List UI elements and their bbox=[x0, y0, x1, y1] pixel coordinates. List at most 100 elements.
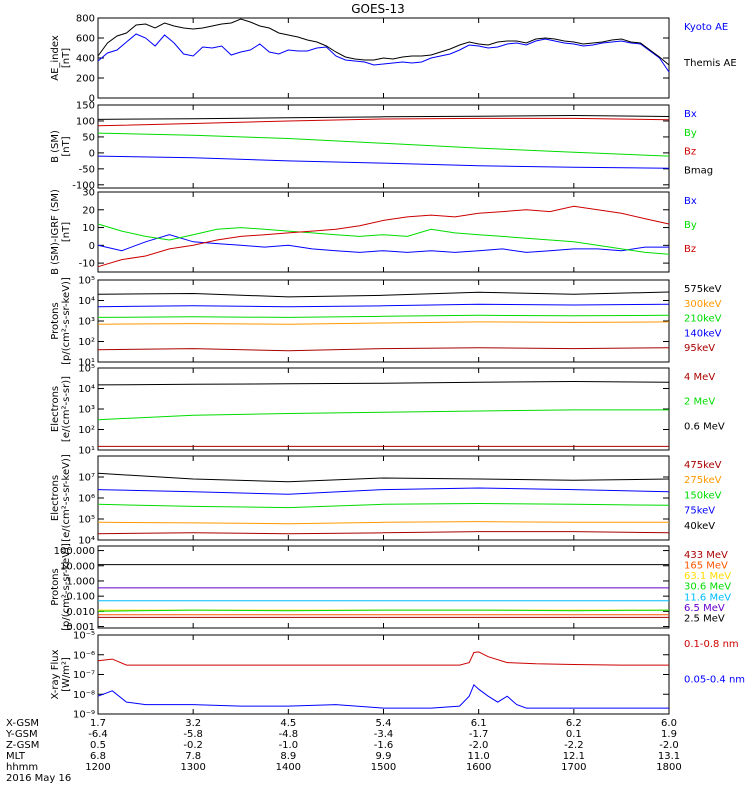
ephemeris-value: 4.5 bbox=[280, 718, 296, 729]
series-line bbox=[97, 132, 670, 157]
y-tick-label: -100 bbox=[72, 180, 95, 191]
ephemeris-row-label: X-GSM bbox=[6, 718, 39, 729]
panel-2: -10 0 10 20 30 B (SM)-IGRF (SM)[nT] Bx By Bz bbox=[50, 188, 697, 275]
y-tick-label: 0.010 bbox=[66, 607, 95, 618]
legend-entry: 40keV bbox=[684, 521, 715, 532]
legend-entry: 75keV bbox=[684, 506, 715, 517]
y-axis-label: Protons[p/(cm²-s-sr-keV)] bbox=[50, 543, 72, 631]
series-line bbox=[97, 314, 670, 318]
plot-frame bbox=[97, 104, 670, 189]
legend-entry: 140keV bbox=[684, 328, 722, 339]
ephemeris-value: -3.4 bbox=[374, 729, 394, 740]
y-tick-label: 200 bbox=[76, 74, 95, 85]
y-axis-label-line: Electrons bbox=[50, 386, 61, 432]
legend-entry: 2 MeV bbox=[684, 397, 715, 408]
series-line bbox=[97, 472, 670, 483]
y-axis-label-line: [W/m²] bbox=[61, 657, 72, 692]
y-axis-label-line: [nT] bbox=[61, 222, 72, 242]
legend-entry: 0.1-0.8 nm bbox=[684, 639, 739, 650]
ephemeris-value: -0.2 bbox=[183, 740, 203, 751]
y-tick-label: 100 bbox=[76, 116, 95, 127]
series-line bbox=[97, 33, 670, 73]
ephemeris-value: 13.1 bbox=[658, 751, 680, 762]
ephemeris-value: 0.5 bbox=[90, 740, 106, 751]
series-line bbox=[97, 291, 670, 298]
ephemeris-row-label: hhmm bbox=[6, 762, 38, 773]
y-tick-label: 20 bbox=[82, 205, 95, 216]
legend-entry: 433 MeV bbox=[684, 550, 728, 561]
series-line bbox=[97, 303, 670, 308]
y-axis-label-line: X-ray Flux bbox=[50, 649, 61, 699]
plot-frame bbox=[97, 634, 670, 715]
y-tick-label: 0.100 bbox=[66, 592, 95, 603]
ephemeris-value: 12.1 bbox=[563, 751, 585, 762]
y-tick-label: 0 bbox=[89, 94, 95, 105]
y-tick-label: 10⁶ bbox=[78, 494, 95, 505]
y-tick-label: 10⁻⁶ bbox=[73, 650, 95, 661]
ephemeris-value: 1700 bbox=[561, 762, 586, 773]
ephemeris-value: 3.2 bbox=[185, 718, 201, 729]
y-axis-label-line: B (SM)-IGRF (SM) bbox=[50, 189, 61, 275]
y-tick-label: 150 bbox=[76, 101, 95, 112]
legend-entry: 475keV bbox=[684, 460, 722, 471]
y-axis-label-line: Electrons bbox=[50, 475, 61, 521]
y-tick-label: 10² bbox=[78, 337, 95, 348]
legend-entry: 275keV bbox=[684, 475, 722, 486]
y-tick-label: 600 bbox=[76, 34, 95, 45]
legend-entry: Kyoto AE bbox=[684, 22, 728, 33]
legend-entry: Bx bbox=[684, 196, 697, 207]
panel-1: -100 -50 0 50 100 150 B (SM)[nT] Bx By Bz Bmag bbox=[50, 101, 713, 192]
y-tick-label: 10⁴ bbox=[78, 296, 95, 307]
ephemeris-value: -2.2 bbox=[564, 740, 584, 751]
ephemeris-value: 7.8 bbox=[185, 751, 201, 762]
panel-6: 0.0010.0100.1001.00010.000100.000Protons… bbox=[50, 543, 731, 633]
y-tick-label: 0 bbox=[89, 241, 95, 252]
y-axis-label: B (SM)-IGRF (SM)[nT] bbox=[50, 189, 72, 275]
ephemeris-value: -1.0 bbox=[279, 740, 299, 751]
y-tick-label: 10.000 bbox=[60, 561, 95, 572]
series-line bbox=[97, 117, 670, 127]
y-tick-label: 100.000 bbox=[54, 546, 95, 557]
y-tick-label: 0.001 bbox=[66, 622, 95, 633]
y-axis-label-line: Protons bbox=[50, 568, 61, 605]
y-tick-label: -50 bbox=[79, 164, 95, 175]
ephemeris-value: 1400 bbox=[276, 762, 301, 773]
y-tick-label: 30 bbox=[82, 188, 95, 199]
y-axis-label: Electrons[e/(cm²-s-sr-keV)] bbox=[50, 454, 72, 542]
series-line bbox=[97, 380, 670, 386]
panel-3: 10¹ 10² 10³ 10⁴ 10⁵ Protons[p/(cm²-s-sr-keV)]… bbox=[50, 276, 722, 369]
series-line bbox=[97, 521, 669, 525]
ephemeris-value: 6.0 bbox=[661, 718, 677, 729]
y-axis-label: Protons[p/(cm²-s-sr-keV)] bbox=[50, 277, 72, 365]
ephemeris-value: -1.6 bbox=[374, 740, 394, 751]
y-tick-label: 10⁴ bbox=[78, 536, 95, 547]
ephemeris-row-label: Z-GSM bbox=[6, 740, 39, 751]
y-tick-label: 800 bbox=[76, 14, 95, 25]
y-tick-label: 10⁻⁹ bbox=[73, 710, 95, 721]
series-line bbox=[97, 502, 670, 509]
y-tick-label: 10² bbox=[78, 425, 95, 436]
plot-frame bbox=[97, 191, 670, 273]
legend-entry: Bmag bbox=[684, 165, 713, 176]
y-tick-label: 10⁻⁷ bbox=[73, 670, 95, 681]
legend-entry: By bbox=[684, 220, 697, 231]
y-axis-label-line: [p/(cm²-s-sr-keV)] bbox=[61, 277, 72, 365]
panel-0: 0 200 400 600 800 AE_index[nT] Kyoto AE Themis … bbox=[50, 14, 737, 105]
ephemeris-footer: X-GSM 1.7 3.2 4.5 5.4 6.1 6.2 6.0Y-GSM -6.4 -5.8-… bbox=[5, 718, 682, 784]
ephemeris-value: 11.0 bbox=[468, 751, 490, 762]
series-line bbox=[97, 487, 670, 495]
ephemeris-value: 1.9 bbox=[661, 729, 677, 740]
plot-frame bbox=[97, 545, 670, 629]
series-line bbox=[97, 347, 670, 352]
y-axis-label: Electrons[e/(cm²-s-sr)] bbox=[50, 376, 72, 442]
y-tick-label: 10³ bbox=[78, 317, 95, 328]
series-line bbox=[97, 18, 670, 66]
ephemeris-value: 6.2 bbox=[566, 718, 582, 729]
legend-entry: Bz bbox=[684, 244, 696, 255]
y-tick-label: 0 bbox=[89, 148, 95, 159]
legend-entry: By bbox=[684, 128, 697, 139]
ephemeris-value: 1600 bbox=[466, 762, 491, 773]
ephemeris-value: -4.8 bbox=[279, 729, 299, 740]
